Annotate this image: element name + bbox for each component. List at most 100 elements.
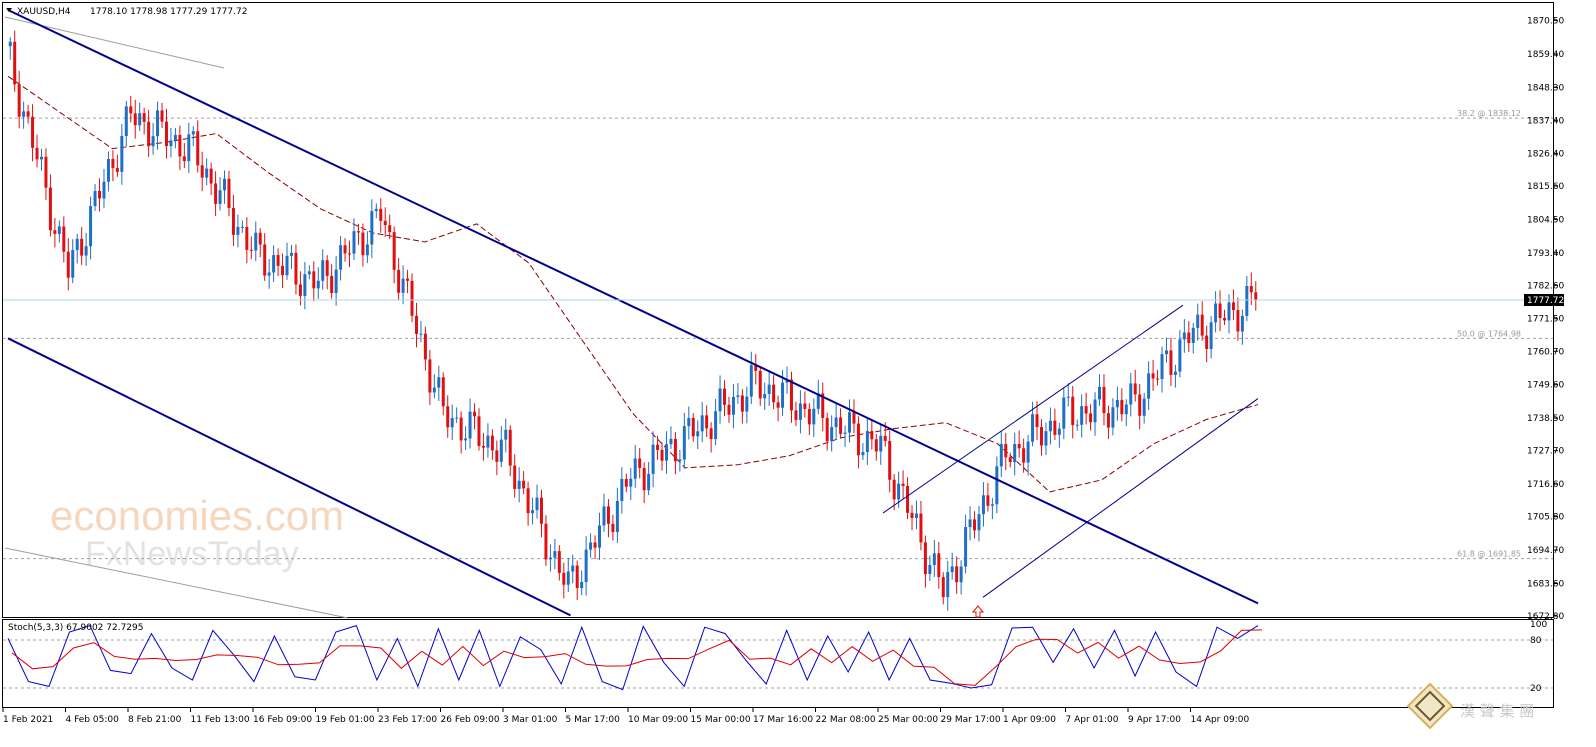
candle-body — [477, 416, 481, 446]
candle-body — [115, 167, 119, 172]
candle-body — [691, 417, 695, 437]
candle-body — [883, 435, 887, 441]
candle-body — [642, 467, 646, 491]
stochastic-panel: 100 80 20 — [3, 620, 1553, 694]
candle-body — [1169, 350, 1173, 376]
price-tick-label: 1705.80 — [1527, 513, 1564, 523]
candle-body — [1182, 332, 1186, 340]
candle-body — [1115, 400, 1119, 408]
low-arrow-icon — [971, 605, 985, 618]
candle-body — [102, 181, 106, 199]
candle-body — [937, 553, 941, 578]
candle-body — [557, 551, 561, 573]
candle-body — [589, 542, 593, 550]
chart-header: XAUUSD,H4 1778.10 1778.98 1777.29 1777.7… — [6, 7, 247, 17]
time-tick-label: 3 Mar 01:00 — [503, 715, 558, 725]
candle-body — [673, 438, 677, 462]
candle-body — [361, 232, 365, 256]
candle-body — [214, 183, 218, 204]
candle-body — [39, 156, 43, 160]
ohlc-values: 1778.10 1778.98 1777.29 1777.72 — [90, 7, 247, 17]
candle-body — [731, 396, 735, 415]
candle-body — [906, 485, 910, 513]
candle-body — [566, 571, 570, 585]
candle-body — [93, 190, 97, 207]
candle-body — [598, 525, 602, 548]
candle-body — [321, 260, 325, 281]
candle-body — [1062, 397, 1066, 429]
candle-body — [781, 382, 785, 408]
candle-body — [504, 429, 508, 440]
candle-body — [66, 251, 70, 278]
time-tick-label: 10 Mar 09:00 — [628, 715, 688, 725]
candle-body — [807, 408, 811, 425]
candle-body — [173, 134, 177, 141]
candle-body — [651, 444, 655, 474]
candle-body — [352, 231, 356, 254]
candle-body — [700, 415, 704, 432]
candle-body — [1053, 420, 1057, 435]
candle-body — [544, 523, 548, 560]
candle-body — [464, 438, 468, 441]
candle-body — [749, 365, 753, 397]
candle-body — [1191, 327, 1195, 344]
price-axis: 1870.50 1859.40 1848.30 1837.40 1826.40 1815.… — [1527, 17, 1564, 622]
candle-body — [669, 438, 673, 445]
candle-body — [1173, 371, 1177, 376]
time-axis: 1 Feb 2021 4 Feb 05:00 8 Feb 21:00 11 Feb 1… — [2, 708, 1249, 725]
candle-body — [767, 384, 771, 394]
candle-body — [1245, 286, 1249, 316]
candle-body — [205, 168, 209, 178]
price-tick-label: 1738.50 — [1527, 414, 1564, 424]
candle-body — [276, 255, 280, 266]
candle-body — [397, 269, 401, 293]
candle-body — [1124, 404, 1128, 415]
price-tick-label: 1848.30 — [1527, 83, 1564, 93]
ascending-channel-lower-line — [982, 398, 1259, 598]
candle-body — [946, 572, 950, 598]
candle-body — [13, 41, 17, 85]
price-tick-label: 1749.60 — [1527, 381, 1564, 391]
dropdown-triangle-icon[interactable] — [6, 8, 12, 12]
candle-body — [620, 478, 624, 502]
candle-body — [1218, 303, 1222, 319]
candle-body — [120, 136, 124, 172]
stoch-level-label: 100 — [1530, 620, 1547, 630]
candle-body — [1156, 378, 1160, 380]
candle-body — [124, 106, 128, 137]
candle-body — [57, 226, 61, 234]
candle-body — [35, 147, 39, 160]
candle-body — [834, 417, 838, 428]
candle-body — [473, 411, 477, 417]
trendlines — [7, 9, 1259, 617]
candle-body — [1187, 332, 1191, 344]
candle-body — [785, 379, 789, 383]
candle-body — [138, 113, 142, 126]
candle-body — [638, 458, 642, 468]
candle-body — [776, 402, 780, 408]
candle-body — [709, 428, 713, 440]
candle-body — [1013, 443, 1017, 463]
candle-body — [245, 226, 249, 250]
time-tick-label: 5 Mar 17:00 — [566, 715, 621, 725]
candle-body — [370, 211, 374, 245]
candle-body — [423, 333, 427, 360]
candle-body — [856, 423, 860, 456]
candle-body — [191, 131, 195, 135]
price-tick-label: 1683.60 — [1527, 579, 1564, 589]
candle-body — [874, 439, 878, 452]
candle-body — [84, 246, 88, 256]
candle-body — [486, 435, 490, 448]
candle-body — [1151, 373, 1155, 379]
candle-body — [1178, 339, 1182, 372]
candle-body — [281, 265, 285, 276]
candle-body — [383, 220, 387, 226]
candle-body — [254, 232, 258, 251]
candle-body — [575, 565, 579, 589]
price-tick-label: 1793.40 — [1527, 249, 1564, 259]
candle-body — [763, 393, 767, 399]
candle-body — [1080, 406, 1084, 425]
candle-body — [830, 427, 834, 442]
